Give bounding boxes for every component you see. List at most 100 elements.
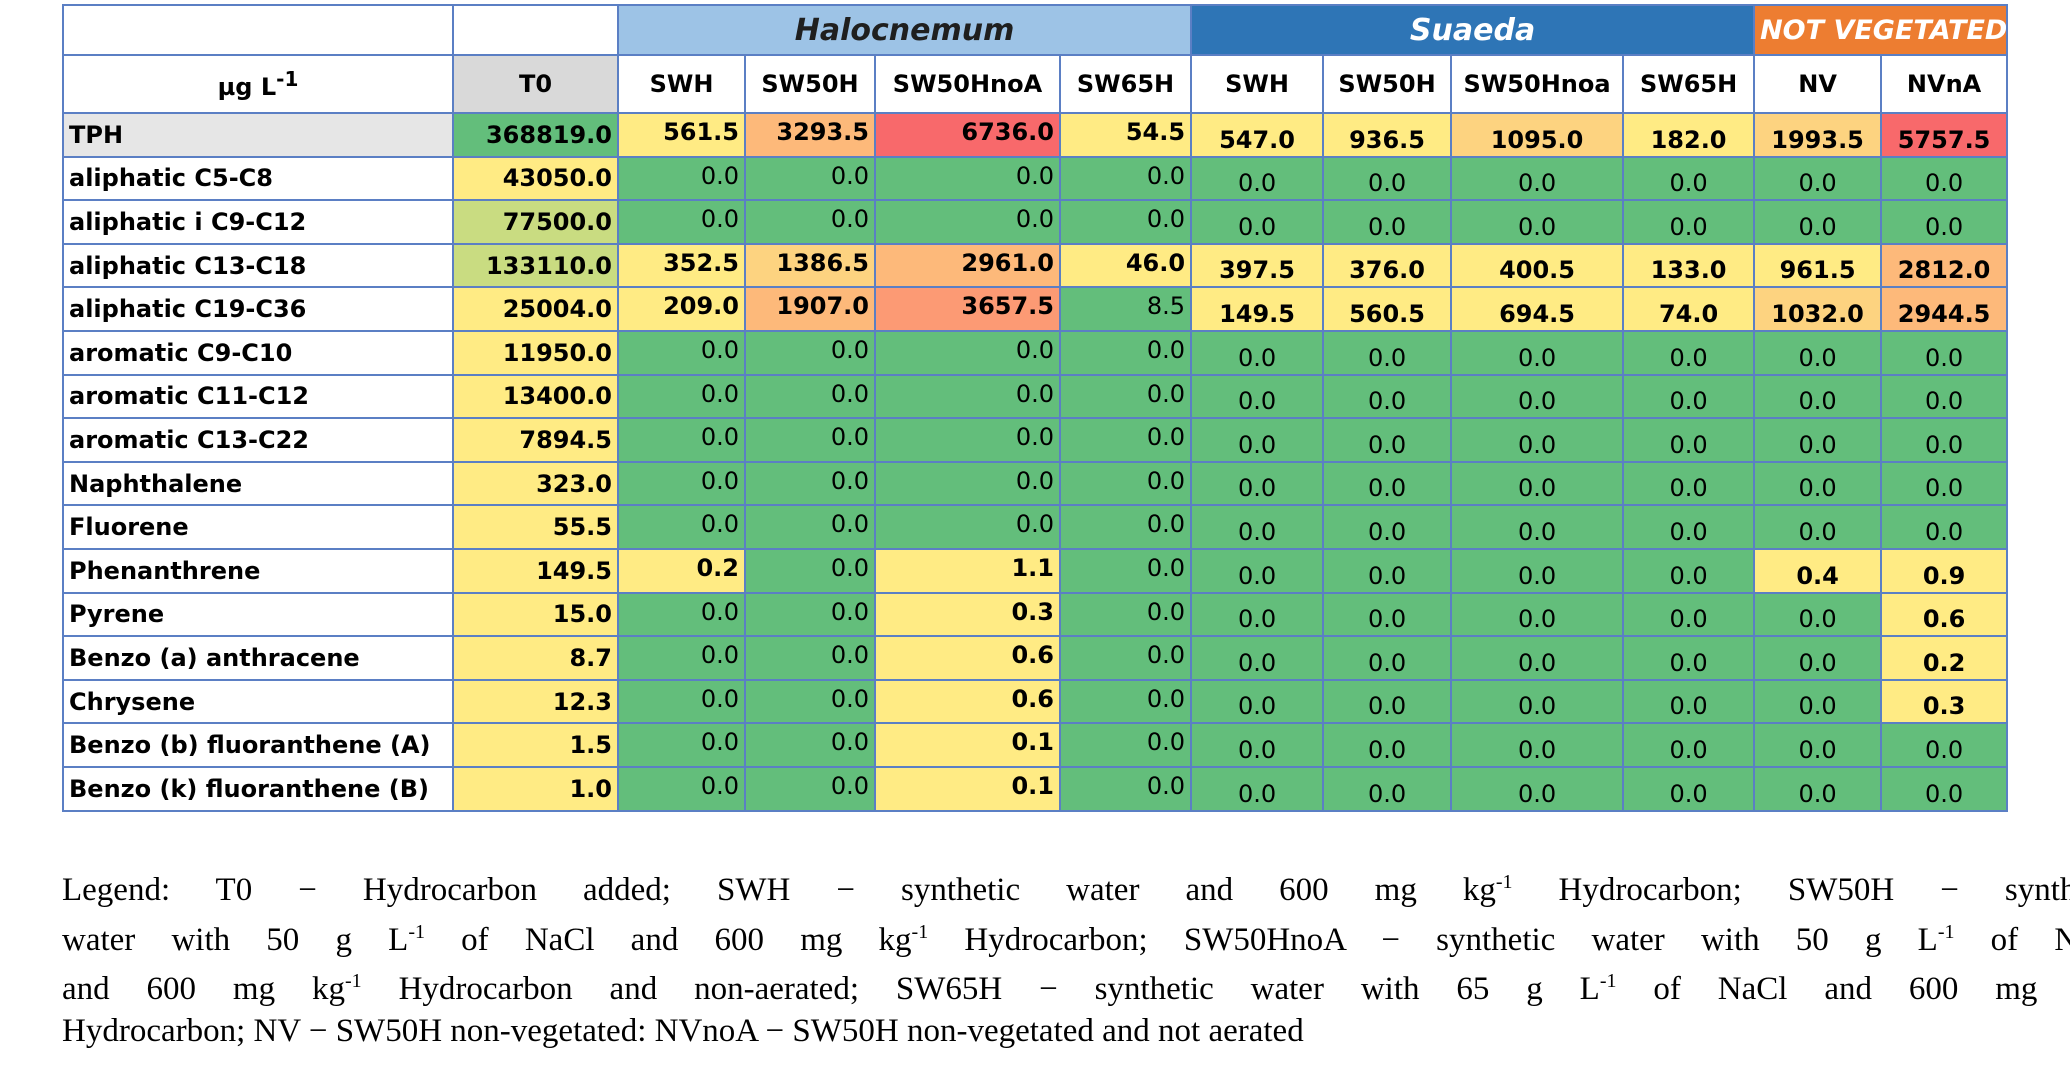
corner-cell	[62, 4, 454, 56]
table-cell: 8.5	[1058, 286, 1193, 332]
table-cell: 0.0	[1190, 504, 1325, 550]
group-not-vegetated: NOT VEGETATED	[1753, 4, 2009, 56]
table-cell: 0.0	[1450, 373, 1625, 420]
table-cell: 77500.0	[452, 199, 619, 245]
table-cell: 1386.5	[744, 242, 876, 289]
table-cell: 0.0	[1450, 678, 1625, 725]
table-cell: 149.5	[452, 547, 619, 594]
table-cell: 133110.0	[452, 242, 619, 289]
table-cell: 3293.5	[744, 112, 876, 158]
table-cell: 0.0	[1190, 417, 1325, 463]
table-row: Chrysene 12.3 0.0 0.0 0.6 0.0 0.0 0.0 0.0 0.0 0.0 0…	[62, 678, 2009, 725]
table-cell: 0.0	[1450, 591, 1625, 638]
t0-group-cell	[452, 4, 619, 56]
group-halocnemum: Halocnemum	[616, 4, 1193, 56]
table-row: aliphatic C13-C18 133110.0 352.5 1386.5 2961…	[62, 242, 2009, 289]
row-label: Pyrene	[62, 591, 454, 638]
table-cell: 54.5	[1058, 112, 1193, 158]
row-label: TPH	[62, 112, 454, 158]
table-cell: 0.0	[1058, 155, 1193, 202]
table-cell: 0.0	[1322, 547, 1453, 594]
table-row: aromatic C13-C22 7894.5 0.0 0.0 0.0 0.0 0.0 0.0…	[62, 417, 2009, 463]
legend-line-3: and 600 mg kg-1 Hydrocarbon and non-aera…	[62, 970, 2070, 1007]
table-cell: 0.0	[617, 329, 746, 376]
row-label: aromatic C11-C12	[62, 373, 454, 420]
table-cell: 0.0	[1622, 460, 1756, 507]
table-cell: 0.0	[1880, 155, 2009, 202]
table-cell: 0.0	[617, 373, 746, 420]
table-cell: 0.0	[1058, 547, 1193, 594]
table-cell: 0.0	[1450, 155, 1625, 202]
table-cell: 0.0	[1322, 329, 1453, 376]
table-cell: 400.5	[1450, 242, 1625, 289]
column-header-3: SW50HnoA	[874, 54, 1061, 114]
table-cell: 0.6	[1880, 591, 2009, 638]
table-cell: 1095.0	[1450, 112, 1625, 158]
table-row: Benzo (b) fluoranthene (A) 1.5 0.0 0.0 0.1 0.…	[62, 722, 2009, 768]
table-cell: 0.1	[874, 722, 1061, 768]
table-cell: 0.0	[744, 199, 876, 245]
table-cell: 0.0	[1450, 329, 1625, 376]
column-header-7: SW50Hnoa	[1450, 54, 1625, 114]
legend-line-2: water with 50 g L-1 of NaCl and 600 mg k…	[62, 920, 2070, 958]
table-cell: 0.0	[617, 417, 746, 463]
row-label: Fluorene	[62, 504, 454, 550]
table-cell: 0.0	[744, 765, 876, 812]
table-cell: 149.5	[1190, 286, 1325, 332]
table-cell: 0.0	[744, 722, 876, 768]
table-cell: 7894.5	[452, 417, 619, 463]
table-cell: 0.0	[1880, 199, 2009, 245]
table-cell: 368819.0	[452, 112, 619, 158]
table-cell: 0.0	[1622, 329, 1756, 376]
table-cell: 0.0	[1058, 504, 1193, 550]
table-cell: 13400.0	[452, 373, 619, 420]
table-cell: 0.0	[1622, 373, 1756, 420]
table-cell: 0.1	[874, 765, 1061, 812]
table-cell: 0.0	[1880, 373, 2009, 420]
table-cell: 0.0	[1880, 722, 2009, 768]
results-table-container: Halocnemum Suaeda NOT VEGETATED µg L-1 T…	[62, 4, 2070, 1049]
table-cell: 11950.0	[452, 329, 619, 376]
table-cell: 0.0	[1190, 373, 1325, 420]
table-cell: 1993.5	[1753, 112, 1883, 158]
table-cell: 694.5	[1450, 286, 1625, 332]
column-header-0: T0	[452, 54, 619, 114]
table-cell: 6736.0	[874, 112, 1061, 158]
table-cell: 182.0	[1622, 112, 1756, 158]
table-cell: 0.0	[1753, 460, 1883, 507]
table-cell: 74.0	[1622, 286, 1756, 332]
table-cell: 0.0	[1753, 373, 1883, 420]
table-cell: 1.0	[452, 765, 619, 812]
table-cell: 0.0	[1622, 417, 1756, 463]
table-cell: 0.0	[1622, 155, 1756, 202]
column-header-5: SWH	[1190, 54, 1325, 114]
table-cell: 0.0	[1622, 547, 1756, 594]
table-cell: 0.0	[874, 155, 1061, 202]
table-cell: 0.0	[1190, 460, 1325, 507]
table-cell: 376.0	[1322, 242, 1453, 289]
table-cell: 133.0	[1622, 242, 1756, 289]
table-cell: 0.0	[1322, 373, 1453, 420]
table-cell: 2812.0	[1880, 242, 2009, 289]
table-row: Pyrene 15.0 0.0 0.0 0.3 0.0 0.0 0.0 0.0 0.0 0.0 0.6	[62, 591, 2009, 638]
table-cell: 0.0	[744, 417, 876, 463]
table-cell: 0.0	[1190, 591, 1325, 638]
table-cell: 5757.5	[1880, 112, 2009, 158]
column-header-10: NVnA	[1880, 54, 2009, 114]
table-cell: 0.0	[744, 460, 876, 507]
table-cell: 0.6	[874, 678, 1061, 725]
table-cell: 0.0	[1450, 460, 1625, 507]
table-cell: 46.0	[1058, 242, 1193, 289]
table-cell: 1907.0	[744, 286, 876, 332]
table-cell: 12.3	[452, 678, 619, 725]
table-cell: 0.0	[1190, 547, 1325, 594]
table-cell: 0.0	[1450, 547, 1625, 594]
row-label: aliphatic C19-C36	[62, 286, 454, 332]
table-row: Naphthalene 323.0 0.0 0.0 0.0 0.0 0.0 0.0 0.0 0.0…	[62, 460, 2009, 507]
table-cell: 0.0	[1450, 722, 1625, 768]
row-label: aromatic C13-C22	[62, 417, 454, 463]
table-cell: 0.0	[744, 678, 876, 725]
table-cell: 0.0	[1880, 460, 2009, 507]
table-cell: 0.0	[1322, 417, 1453, 463]
table-row: Benzo (k) fluoranthene (B) 1.0 0.0 0.0 0.1 0.…	[62, 765, 2009, 812]
